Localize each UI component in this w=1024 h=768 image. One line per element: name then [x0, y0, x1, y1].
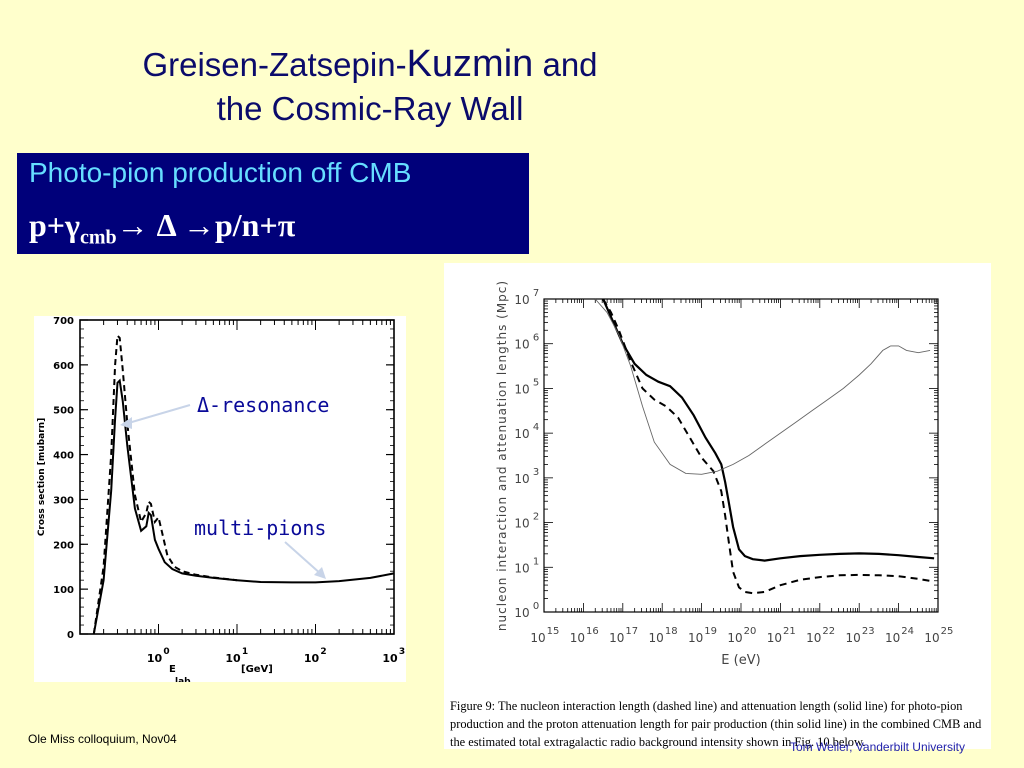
- y-tick-exp: 0: [533, 601, 539, 612]
- y-tick-label: 400: [53, 451, 74, 462]
- x-tick-exp: 16: [586, 626, 599, 637]
- x-tick-base: 10: [924, 631, 939, 645]
- solid-curve: [92, 378, 395, 635]
- slide-title: Greisen-Zatsepin-Kuzmin and the Cosmic-R…: [60, 42, 680, 131]
- x-tick-exp: 15: [547, 626, 560, 637]
- y-tick-exp: 3: [533, 467, 539, 478]
- formula-sub: cmb: [80, 226, 117, 249]
- x-tick-exp: 18: [665, 626, 678, 637]
- x-tick-base: 10: [649, 631, 664, 645]
- box-line1: Photo-pion production off CMB: [29, 157, 412, 188]
- y-tick-base: 10: [514, 606, 529, 620]
- title-line2: the Cosmic-Ray Wall: [216, 90, 524, 127]
- multi-pions-label: multi-pions: [194, 516, 327, 540]
- x-axis-unit: [GeV]: [241, 664, 273, 675]
- x-tick-base: 10: [147, 652, 163, 665]
- y-tick-base: 10: [514, 293, 529, 307]
- highlight-box: Photo-pion production off CMB p+γcmb→ Δ …: [17, 153, 529, 254]
- x-tick-base: 10: [727, 631, 742, 645]
- y-tick-label: 200: [53, 540, 74, 551]
- y-tick-label: 500: [53, 406, 74, 417]
- delta-resonance-label: Δ-resonance: [197, 393, 330, 417]
- x-tick-exp: 19: [704, 626, 717, 637]
- y-tick-base: 10: [514, 561, 529, 575]
- x-tick-base: 10: [530, 631, 545, 645]
- x-tick-base: 10: [806, 631, 821, 645]
- x-tick-exp: 2: [320, 647, 326, 657]
- cross-section-panel: 0 100 200 300 400 500 600 700 10 0 10 1 10 2 10 3 E [GeV]…: [34, 316, 406, 687]
- plot-frame: [79, 319, 395, 635]
- x-axis-sub: lab: [175, 677, 191, 682]
- attenuation-panel: 10 15 10 16 10 17 10 18 10 19 10 20 10 21 10 22 10 23 10 24…: [444, 263, 991, 749]
- x-tick-exp: 1: [242, 647, 248, 657]
- x-tick-base: 10: [688, 631, 703, 645]
- y-tick-base: 10: [514, 427, 529, 441]
- formula-b: → Δ →p/n+π: [116, 207, 296, 243]
- y-tick-exp: 6: [533, 333, 539, 344]
- figure-caption: Figure 9: The nucleon interaction length…: [450, 699, 982, 749]
- x-tick-base: 10: [382, 652, 398, 665]
- series-curve: [602, 298, 935, 595]
- y-tick-base: 10: [514, 472, 529, 486]
- x-tick-exp: 25: [941, 626, 954, 637]
- title-part2: Kuzmin: [406, 43, 534, 85]
- y-tick-label: 600: [53, 361, 74, 372]
- x-tick-exp: 17: [625, 626, 638, 637]
- x-tick-exp: 23: [862, 626, 875, 637]
- x-tick-exp: 0: [163, 647, 169, 657]
- x-tick-exp: 3: [399, 647, 405, 657]
- x-tick-base: 10: [304, 652, 320, 665]
- y-axis-label: nucleon interaction and attenuation leng…: [495, 280, 509, 631]
- x-tick-base: 10: [846, 631, 861, 645]
- y-tick-exp: 2: [533, 512, 539, 523]
- y-tick-exp: 4: [533, 422, 539, 433]
- y-tick-label: 0: [67, 630, 74, 641]
- x-tick-base: 10: [885, 631, 900, 645]
- plot-frame: [543, 298, 939, 613]
- y-tick-exp: 7: [533, 288, 539, 299]
- dashed-curve: [92, 333, 238, 635]
- y-axis-label: Cross section [mubarn]: [37, 418, 47, 536]
- y-tick-base: 10: [514, 382, 529, 396]
- x-tick-exp: 24: [901, 626, 914, 637]
- x-tick-base: 10: [570, 631, 585, 645]
- footer-right: Tom Weiler, Vanderbilt University: [790, 740, 965, 754]
- title-part1: Greisen-Zatsepin-: [142, 46, 407, 83]
- x-tick-exp: 22: [822, 626, 835, 637]
- y-tick-base: 10: [514, 338, 529, 352]
- y-tick-label: 300: [53, 495, 74, 506]
- y-tick-label: 700: [53, 316, 74, 327]
- y-tick-label: 100: [53, 585, 74, 596]
- y-tick-exp: 5: [533, 377, 539, 388]
- footer-left: Ole Miss colloquium, Nov04: [28, 732, 177, 746]
- y-tick-base: 10: [514, 517, 529, 531]
- x-tick-base: 10: [767, 631, 782, 645]
- formula-a: p+γ: [29, 207, 80, 243]
- series-curve: [594, 298, 931, 475]
- reaction-formula: p+γcmb→ Δ →p/n+π: [29, 207, 295, 249]
- x-tick-base: 10: [609, 631, 624, 645]
- series-curve: [602, 298, 935, 562]
- x-axis-label: E: [169, 664, 176, 675]
- x-tick-base: 10: [225, 652, 241, 665]
- x-tick-exp: 20: [744, 626, 757, 637]
- x-axis-label: E (eV): [721, 653, 760, 668]
- y-tick-exp: 1: [533, 556, 539, 567]
- title-part3: and: [533, 46, 598, 83]
- attenuation-chart: 10 15 10 16 10 17 10 18 10 19 10 20 10 21 10 22 10 23 10 24…: [495, 280, 954, 668]
- x-tick-exp: 21: [783, 626, 796, 637]
